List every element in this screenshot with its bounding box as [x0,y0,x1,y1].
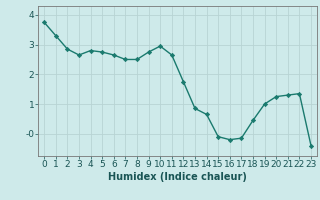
X-axis label: Humidex (Indice chaleur): Humidex (Indice chaleur) [108,172,247,182]
